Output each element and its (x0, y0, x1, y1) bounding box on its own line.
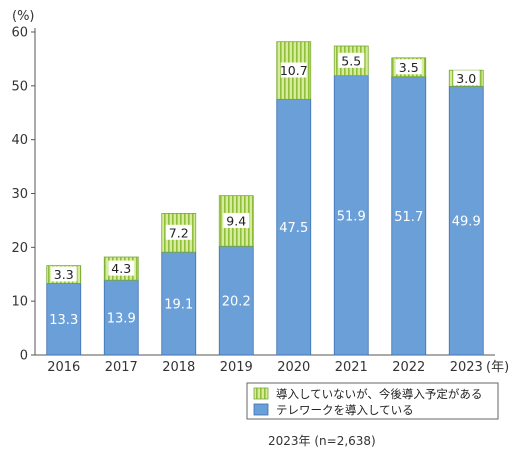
data-label-planned: 7.2 (169, 225, 189, 240)
data-label-adopted: 49.9 (452, 215, 481, 230)
y-tick-label: 50 (11, 79, 28, 94)
bar-adopted (46, 283, 82, 356)
data-label-planned: 10.7 (280, 63, 308, 78)
y-tick-label: 40 (11, 133, 28, 148)
y-axis-unit: (%) (12, 9, 35, 24)
legend-swatch-adopted (253, 403, 269, 416)
legend: 導入していないが、今後導入予定がある テレワークを導入している (246, 382, 499, 420)
data-label-bg (108, 260, 135, 276)
data-label-bg (453, 70, 480, 86)
bar-adopted (448, 85, 484, 356)
data-label-bg (50, 266, 77, 282)
data-label-bg (280, 62, 307, 78)
data-label-adopted: 20.2 (222, 295, 251, 310)
legend-label-adopted: テレワークを導入している (276, 403, 414, 417)
data-label-bg (338, 52, 365, 68)
bar-adopted (218, 245, 254, 356)
data-label-bg (165, 224, 192, 240)
x-tick-label: 2018 (162, 360, 195, 375)
x-axis-ticks: 2016 2017 2018 2019 2020 2021 2022 2023 (47, 360, 483, 375)
data-label-planned: 3.5 (399, 60, 419, 75)
y-tick-label: 30 (11, 187, 28, 202)
y-axis-ticks: 0 10 20 30 40 50 60 (11, 26, 35, 364)
data-label-adopted: 13.3 (49, 313, 78, 328)
x-tick-label: 2020 (277, 360, 310, 375)
data-label-adopted: 13.9 (107, 312, 136, 327)
data-label-planned: 3.3 (54, 267, 74, 282)
data-label-bg (223, 212, 250, 228)
y-tick-label: 0 (20, 349, 28, 364)
x-tick-label: 2021 (335, 360, 368, 375)
sample-note: 2023年 (n=2,638) (268, 434, 376, 448)
data-label-planned: 4.3 (111, 261, 131, 276)
y-tick-label: 10 (11, 295, 28, 310)
data-label-planned: 5.5 (341, 53, 361, 68)
x-tick-label: 2017 (105, 360, 138, 375)
bar-adopted (276, 98, 312, 356)
x-tick-label: 2019 (220, 360, 253, 375)
data-label-planned: 3.0 (456, 71, 476, 86)
data-label-adopted: 51.7 (394, 210, 423, 225)
x-tick-label: 2023 (450, 360, 483, 375)
bar-adopted (161, 251, 197, 356)
data-label-planned: 9.4 (226, 213, 246, 228)
legend-label-planned: 導入していないが、今後導入予定がある (276, 387, 482, 401)
x-axis-unit: (年) (486, 360, 509, 375)
data-label-adopted: 47.5 (279, 221, 308, 236)
y-tick-label: 60 (11, 26, 28, 41)
y-tick-label: 20 (11, 241, 28, 256)
data-label-bg (395, 59, 422, 75)
legend-box (246, 382, 499, 420)
x-tick-label: 2022 (392, 360, 425, 375)
x-tick-label: 2016 (47, 360, 80, 375)
data-label-adopted: 51.9 (337, 209, 366, 224)
legend-swatch-planned (253, 387, 269, 400)
bars: 13.3 3.3 13.9 4.3 19.1 7.2 20.2 9.4 47.5 10.7 51.9… (46, 41, 484, 356)
bar-adopted (333, 75, 369, 356)
bar-adopted (391, 76, 427, 356)
data-label-adopted: 19.1 (164, 298, 193, 313)
